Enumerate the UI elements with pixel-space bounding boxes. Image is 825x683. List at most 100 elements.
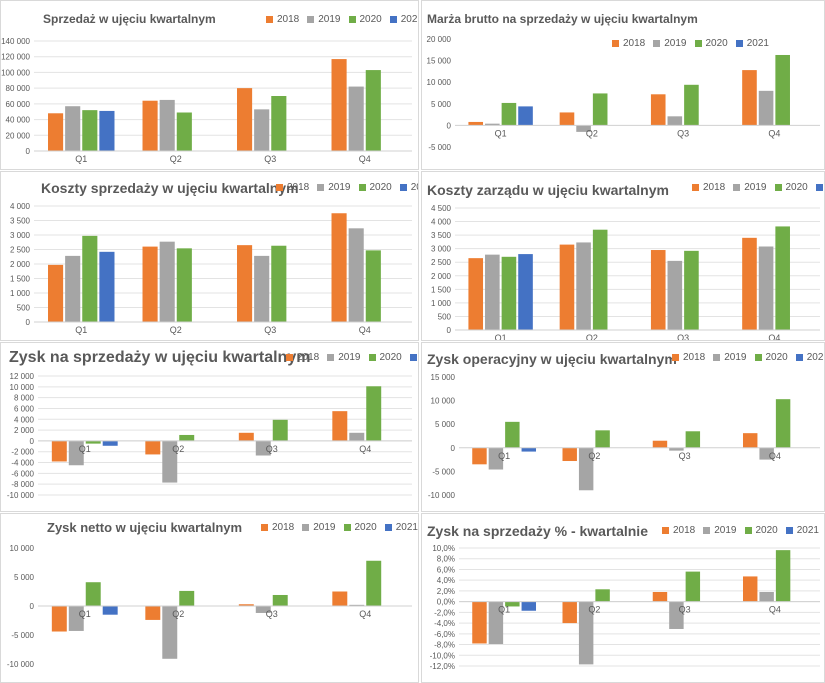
legend-swatch: [774, 184, 782, 191]
bar-2018-Q1: [472, 601, 487, 644]
x-category-label: Q4: [768, 333, 780, 341]
legend-swatch: [735, 40, 743, 47]
legend-item-2021: 2021: [815, 182, 824, 193]
legend-label: 2018: [287, 182, 310, 193]
legend-item-2020: 2020: [744, 525, 778, 536]
legend-label: 2020: [354, 522, 377, 533]
bar-2018-Q2: [142, 100, 158, 151]
legend-label: 2020: [359, 14, 382, 25]
chart-plot: 0 500 1 000 1 500 2 000 2 500 3 000 3 500 4 000 4…: [431, 204, 820, 341]
legend-label: 2021: [395, 522, 418, 533]
y-tick-label: 0: [26, 318, 31, 327]
legend-item-2019: 2019: [733, 182, 767, 193]
y-tick-label: -6,0%: [434, 630, 455, 639]
y-tick-label: 10 000: [431, 397, 456, 406]
legend-label: 2018: [683, 352, 706, 363]
legend-item-2019: 2019: [703, 525, 737, 536]
x-category-label: Q4: [359, 609, 371, 619]
y-tick-label: 500: [17, 304, 31, 313]
legend-swatch: [815, 184, 823, 191]
y-tick-label: 60 000: [6, 100, 31, 109]
legend-swatch: [348, 16, 356, 23]
chart-legend: 2018 2019 2020 2021: [286, 352, 418, 363]
legend-swatch: [261, 524, 268, 531]
legend-label: 2018: [703, 182, 726, 193]
x-category-label: Q1: [75, 154, 87, 164]
y-tick-label: 2 500: [431, 258, 452, 267]
legend-item-2021: 2021: [384, 522, 418, 533]
x-category-label: Q4: [359, 154, 371, 164]
legend-item-2020: 2020: [348, 14, 382, 25]
legend-label: 2018: [272, 522, 295, 533]
bar-2019-Q2: [162, 440, 178, 483]
x-category-label: Q3: [266, 609, 278, 619]
y-tick-label: -2 000: [11, 448, 34, 457]
legend-item-2021: 2021: [399, 182, 418, 193]
x-category-label: Q3: [264, 154, 276, 164]
bar-2019-Q1: [488, 601, 504, 645]
y-tick-label: 1 000: [431, 299, 452, 308]
legend-swatch: [389, 16, 397, 23]
bar-2019-Q1: [488, 447, 504, 470]
x-category-label: Q1: [79, 609, 91, 619]
x-category-label: Q3: [264, 325, 276, 335]
y-tick-label: 10 000: [10, 383, 35, 392]
y-tick-label: 2,0%: [437, 587, 455, 596]
y-tick-label: -10 000: [7, 491, 35, 500]
bar-2020-Q2: [592, 93, 608, 126]
bar-2021-Q1: [102, 440, 118, 446]
chart-panel-6: -10 000 -5 000 0 5 000 10 000 15 000 Q1 Q2 Q3 Q4 Z…: [421, 342, 825, 512]
y-tick-label: -12,0%: [430, 662, 455, 671]
bar-2020-Q4: [366, 386, 382, 441]
legend-label: 2019: [664, 38, 687, 49]
legend-item-2021: 2021: [735, 38, 769, 49]
chart-plot: 0 20 000 40 000 60 000 80 000 100 000 120 000 1…: [1, 37, 412, 164]
legend-item-2018: 2018: [672, 352, 705, 363]
bar-2021-Q1: [521, 601, 537, 611]
legend-label: 2019: [313, 522, 336, 533]
bar-2018-Q1: [48, 113, 64, 151]
bar-2018-Q3: [652, 440, 668, 448]
legend-label: 2020: [785, 182, 808, 193]
legend-swatch: [672, 354, 679, 361]
x-category-label: Q3: [679, 605, 691, 615]
legend-item-2021: 2021: [795, 352, 824, 363]
y-tick-label: 15 000: [427, 57, 452, 66]
bar-2021-Q1: [518, 254, 533, 330]
y-tick-label: 4,0%: [437, 576, 455, 585]
bar-2021-Q1: [99, 110, 115, 151]
bar-2019-Q4: [349, 604, 365, 606]
y-tick-label: 0: [447, 326, 452, 335]
y-tick-label: 20 000: [427, 35, 452, 44]
bar-2020-Q2: [595, 430, 610, 448]
legend-label: 2021: [400, 14, 418, 25]
y-tick-label: 500: [438, 312, 452, 321]
legend-label: 2020: [705, 38, 728, 49]
x-category-label: Q1: [498, 605, 510, 615]
legend-swatch: [343, 524, 351, 531]
bar-2018-Q2: [562, 601, 577, 624]
legend-item-2018: 2018: [261, 522, 294, 533]
bar-2019-Q3: [255, 606, 271, 613]
legend-label: 2019: [338, 352, 361, 363]
x-category-label: Q2: [170, 325, 182, 335]
y-tick-label: 2 500: [10, 246, 31, 255]
legend-item-2021: 2021: [389, 14, 418, 25]
bar-2018-Q3: [238, 604, 254, 606]
y-tick-label: 0,0%: [437, 598, 455, 607]
chart-plot: -10 000 -5 000 0 5 000 10 000 Q1 Q2 Q3 Q4: [7, 544, 412, 669]
legend-item-2020: 2020: [694, 38, 728, 49]
y-tick-label: 1 500: [431, 285, 452, 294]
y-tick-label: 6,0%: [437, 565, 455, 574]
legend-swatch: [785, 527, 793, 534]
legend-swatch: [692, 184, 699, 191]
x-category-label: Q2: [172, 444, 184, 454]
bar-2018-Q1: [51, 606, 67, 632]
legend-swatch: [744, 527, 752, 534]
chart-title: Zysk na sprzedaży w ujęciu kwartalnym: [9, 349, 311, 366]
chart-panel-4: 0 500 1 000 1 500 2 000 2 500 3 000 3 500 4 000 4…: [421, 171, 825, 341]
legend-item-2020: 2020: [754, 352, 788, 363]
bar-2020-Q2: [595, 589, 610, 602]
bar-2020-Q3: [272, 594, 288, 606]
chart-legend: 2018 2019 2020 2021: [261, 522, 418, 533]
